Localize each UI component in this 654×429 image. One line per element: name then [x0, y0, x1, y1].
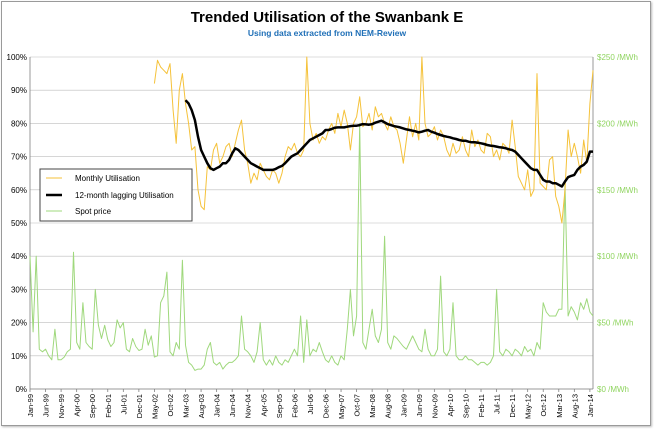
x-tick-label: Sep-10: [461, 394, 470, 418]
x-tick-label: Aug-08: [384, 394, 393, 418]
y-left-tick-label: 20%: [11, 319, 27, 328]
y-left-tick-label: 100%: [7, 53, 27, 62]
x-tick-label: Jul-06: [306, 394, 315, 414]
x-tick-label: Mar-08: [368, 394, 377, 418]
x-tick-label: Aug-03: [197, 394, 206, 418]
x-tick-label: Oct-12: [539, 394, 548, 417]
x-tick-label: Jan-14: [586, 394, 595, 417]
x-tick-label: Dec-01: [135, 394, 144, 418]
x-tick-label: Nov-99: [57, 394, 66, 418]
axes: 0% 10% 20% 30% 40% 50% 60% 70% 80% 90% 100% $0 /MWh…: [7, 53, 638, 419]
x-tick-label: Apr-05: [259, 394, 268, 417]
x-tick-label: Jun-04: [228, 394, 237, 417]
x-tick-label: Jan-09: [399, 394, 408, 417]
legend-label-spot: Spot price: [75, 207, 112, 216]
x-tick-label: Jan-04: [213, 394, 222, 417]
legend-label-lagging: 12-month lagging Utilisation: [75, 191, 174, 200]
x-tick-label: Oct-02: [166, 394, 175, 417]
x-tick-label: May-07: [337, 394, 346, 419]
x-tick-label: Feb-11: [477, 394, 486, 417]
x-tick-label: Dec-06: [321, 394, 330, 418]
x-tick-label: Sep-00: [88, 394, 97, 418]
x-tick-label: Dec-11: [508, 394, 517, 418]
x-tick-label: May-12: [524, 394, 533, 419]
x-tick-label: Feb-06: [290, 394, 299, 418]
y-left-tick-label: 90%: [11, 86, 27, 95]
x-tick-label: Jul-11: [493, 394, 502, 414]
y-left-tick-label: 80%: [11, 119, 27, 128]
y-left-tick-label: 0%: [15, 385, 27, 394]
x-tick-label: Apr-00: [73, 394, 82, 417]
legend: Monthly Utilisation 12-month lagging Uti…: [39, 168, 193, 222]
x-tick-label: Sep-05: [275, 394, 284, 418]
x-tick-label: Aug-13: [570, 394, 579, 418]
x-tick-label: Nov-09: [430, 394, 439, 418]
y-right-tick-label: $50 /MWh: [597, 319, 633, 328]
y-left-tick-label: 70%: [11, 153, 27, 162]
series-12-month-lagging: [184, 99, 593, 188]
y-left-tick-label: 40%: [11, 252, 27, 261]
x-tick-label: Nov-04: [244, 394, 253, 418]
y-left-tick-label: 10%: [11, 352, 27, 361]
y-right-tick-label: $0 /MWh: [597, 385, 629, 394]
y-right-tick-label: $250 /MWh: [597, 53, 638, 62]
series-lines: [29, 56, 594, 371]
x-tick-label: Jun-99: [42, 394, 51, 417]
x-tick-label: Jan-99: [26, 394, 35, 417]
y-left-tick-label: 50%: [11, 219, 27, 228]
x-tick-label: Feb-01: [104, 394, 113, 418]
x-tick-label: Jun-09: [415, 394, 424, 417]
y-right-tick-label: $200 /MWh: [597, 119, 638, 128]
x-tick-label: Jul-01: [119, 394, 128, 414]
x-tick-label: Mar-03: [182, 394, 191, 418]
y-right-tick-label: $150 /MWh: [597, 186, 638, 195]
x-tick-label: Mar-13: [555, 394, 564, 418]
chart-title: Trended Utilisation of the Swanbank E: [190, 9, 464, 26]
series-monthly-utilisation: [153, 56, 594, 224]
x-tick-label: May-02: [150, 394, 159, 419]
legend-label-monthly: Monthly Utilisation: [75, 174, 140, 183]
series-spot-price: [29, 122, 594, 371]
legend-box: [39, 168, 193, 222]
y-left-tick-label: 60%: [11, 186, 27, 195]
x-tick-label: Oct-07: [353, 394, 362, 417]
chart-subtitle: Using data extracted from NEM-Review: [247, 28, 407, 38]
y-right-tick-label: $100 /MWh: [597, 252, 638, 261]
y-left-tick-label: 30%: [11, 285, 27, 294]
x-tick-label: Apr-10: [446, 394, 455, 417]
